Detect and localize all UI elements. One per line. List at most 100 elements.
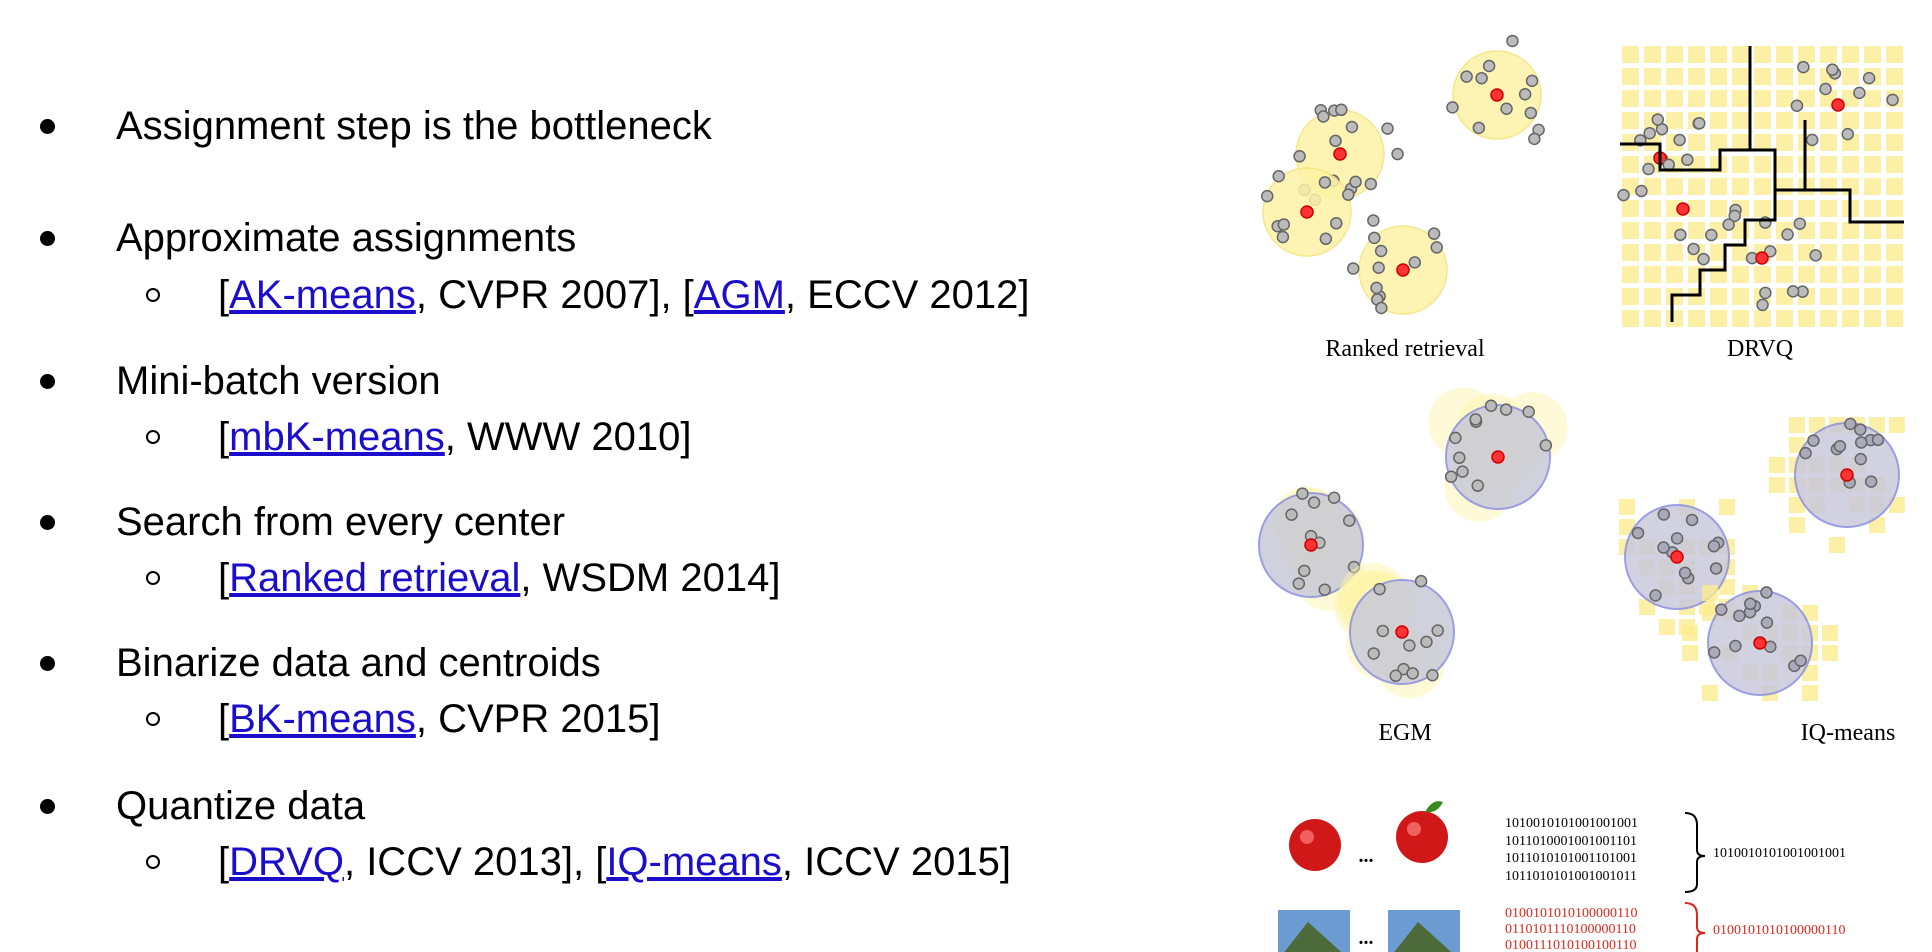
point [1330,217,1343,230]
cell [1820,134,1837,151]
panel-caption: IQ-means [1801,720,1896,746]
bullet-text: Assignment step is the bottleneck [116,104,712,148]
point [1833,439,1847,453]
cell [1710,68,1727,85]
reference-link[interactable]: AGM [693,273,785,317]
cell [1798,46,1815,63]
cell [1776,200,1793,217]
point [1431,624,1444,637]
cell [1842,288,1859,305]
point [1349,175,1362,189]
cell [1644,310,1661,327]
point [1743,597,1757,611]
photo-mountain [1394,922,1452,952]
cell [1822,625,1838,641]
sub-text: [mbK-means, WWW 2010] [218,413,691,461]
point [1805,133,1819,147]
cell [1864,134,1881,151]
cell [1622,200,1639,217]
text: , ICCV 2015] [781,840,1011,884]
centroid [1491,450,1505,464]
point [1307,496,1321,509]
point [1651,113,1665,126]
reference-link[interactable]: BK-means [229,697,416,741]
cell [1886,68,1903,85]
cell [1889,417,1905,433]
cell [1776,46,1793,63]
point [1446,101,1459,114]
binary-code: 0100101010100000110 [1505,906,1637,921]
point [1456,465,1469,478]
point [1844,417,1857,431]
reference-link[interactable]: mbK-means [229,415,445,459]
cell [1864,46,1881,63]
cell [1710,310,1727,327]
cell [1666,112,1683,129]
cell [1842,310,1859,327]
reference-link[interactable]: DRVQ [229,840,344,884]
point [1709,562,1723,575]
point [1297,564,1311,578]
cell [1886,156,1903,173]
cell [1754,112,1771,129]
point [1715,603,1728,616]
cell [1666,244,1683,261]
point [1374,244,1388,258]
cell [1754,266,1771,283]
point [1687,242,1700,256]
cell [1776,68,1793,85]
cell [1688,134,1705,151]
cell [1886,288,1903,305]
point [1272,170,1285,183]
sub-bullet [146,571,160,585]
point [1389,669,1402,683]
cell [1820,244,1837,261]
cell [1710,112,1727,129]
cell [1732,90,1749,107]
text: , CVPR 2015] [415,697,661,741]
figures: Ranked retrieval DRVQ EGM IQ-means...... 101… [1258,34,1905,952]
point [1260,189,1274,203]
cell [1820,266,1837,283]
cell [1666,46,1683,63]
text: , ICCV 2013], [ [343,840,607,884]
cell [1886,222,1903,239]
point [1826,63,1839,76]
cell [1776,310,1793,327]
cell [1622,222,1639,239]
cell [1619,499,1635,515]
apple [1289,819,1341,871]
point [1346,262,1360,275]
cell [1820,46,1837,63]
cell [1622,90,1639,107]
boundary [1750,148,1777,190]
point [1317,110,1330,123]
bullet-text: Quantize data [116,784,366,828]
panel-caption: DRVQ [1727,336,1793,362]
point [1525,74,1539,88]
binary-code: 1010010101001001001 [1505,816,1638,831]
point [1430,241,1443,254]
reference-link[interactable]: IQ-means [606,840,782,884]
leaf [1425,801,1443,813]
point [1293,150,1306,163]
cell [1644,222,1661,239]
point [1864,475,1878,488]
cell [1644,90,1661,107]
cell [1622,46,1639,63]
point [1367,647,1380,660]
cell [1789,417,1805,433]
reference-link[interactable]: Ranked retrieval [229,556,521,600]
point [1794,654,1807,667]
cell [1644,244,1661,261]
point [1673,133,1686,147]
cell [1776,244,1793,261]
point [1471,479,1485,492]
point [1728,209,1741,223]
cell [1702,585,1718,601]
reference-link[interactable]: AK-means [229,273,416,317]
text: , ECCV 2012] [784,273,1030,317]
centroid [1840,468,1854,482]
binary-code: 1011010101001001011 [1505,869,1637,884]
point [1678,566,1692,580]
